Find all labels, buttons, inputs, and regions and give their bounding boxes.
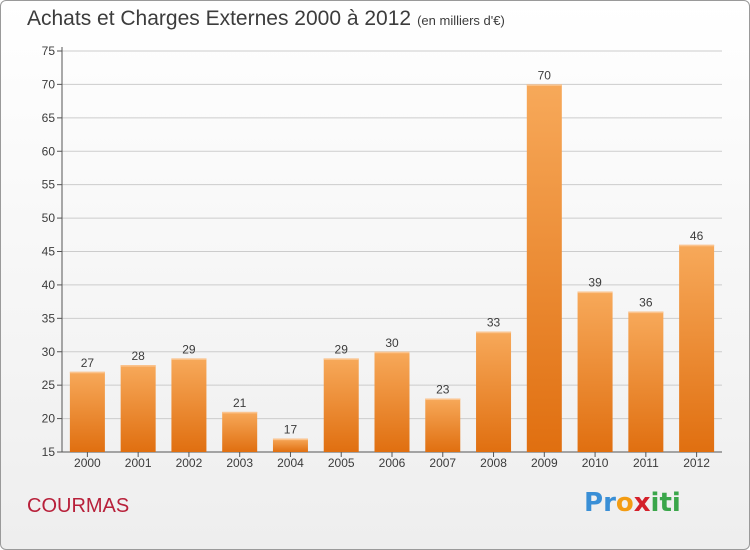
bar-highlight	[222, 411, 258, 414]
data-label: 30	[385, 336, 399, 350]
bars	[69, 84, 715, 453]
logo-letter: i	[671, 488, 681, 518]
data-label: 33	[487, 316, 501, 330]
commune-name: COURMAS	[27, 495, 130, 517]
data-label: 46	[690, 229, 704, 243]
x-tick-label: 2004	[277, 456, 304, 470]
bar-highlight	[476, 331, 512, 334]
logo-letter: i	[650, 488, 660, 518]
bar	[374, 351, 410, 452]
bar-highlight	[272, 438, 308, 441]
chart-unit-note: (en milliers d'€)	[417, 13, 505, 28]
y-tick-label: 40	[42, 278, 56, 292]
data-label: 29	[335, 342, 349, 356]
y-tick-label: 65	[42, 111, 56, 125]
bar	[628, 311, 664, 452]
x-tick-label: 2001	[125, 456, 152, 470]
bar-highlight	[526, 84, 562, 86]
bar-highlight	[425, 398, 461, 401]
data-label: 28	[131, 349, 145, 363]
data-label: 21	[233, 396, 247, 410]
logo-letter: P	[584, 488, 604, 518]
data-label: 23	[436, 383, 450, 397]
bar	[476, 331, 512, 452]
x-tick-label: 2002	[176, 456, 203, 470]
data-label: 70	[538, 68, 552, 82]
y-tick-label: 45	[42, 245, 56, 259]
bar-highlight	[323, 358, 359, 360]
y-tick-label: 60	[42, 144, 56, 158]
y-tick-label: 35	[42, 311, 56, 325]
bar	[272, 438, 308, 452]
bar-highlight	[679, 244, 715, 247]
logo-letter: o	[615, 488, 634, 518]
bar	[526, 84, 562, 453]
x-tick-label: 2012	[683, 456, 710, 470]
bar	[323, 358, 359, 452]
y-tick-label: 25	[42, 378, 56, 392]
x-tick-label: 2003	[226, 456, 253, 470]
labels: 15 20 25 30 35 40 45 50 55 60 65 70 75 27 2000 28 2001 29…	[42, 44, 711, 470]
x-tick-label: 2008	[480, 456, 507, 470]
bar-highlight	[120, 365, 156, 367]
bar	[69, 371, 105, 452]
y-tick-label: 50	[42, 211, 56, 225]
bar	[577, 291, 613, 452]
x-tick-label: 2011	[633, 456, 659, 470]
logo-letter: t	[659, 488, 672, 518]
chart-title-text: Achats et Charges Externes 2000 à 2012	[27, 7, 412, 30]
bar-highlight	[69, 371, 105, 374]
logo-letter: x	[633, 488, 651, 518]
y-tick-label: 75	[42, 44, 56, 58]
x-tick-label: 2010	[582, 456, 609, 470]
x-tick-label: 2007	[429, 456, 456, 470]
bar	[222, 411, 258, 452]
bar	[425, 398, 461, 452]
x-tick-label: 2005	[328, 456, 355, 470]
x-tick-label: 2006	[379, 456, 406, 470]
data-label: 29	[182, 342, 196, 356]
bar-highlight	[171, 358, 207, 360]
bar-highlight	[374, 351, 410, 354]
x-tick-label: 2009	[531, 456, 558, 470]
y-tick-label: 20	[42, 412, 56, 426]
y-tick-label: 15	[42, 445, 56, 459]
data-label: 39	[588, 276, 602, 290]
proxiti-logo: Proxiti	[584, 488, 681, 518]
y-tick-label: 70	[42, 77, 56, 91]
x-tick-label: 2000	[74, 456, 101, 470]
data-label: 36	[639, 296, 653, 310]
bar-highlight	[628, 311, 664, 314]
logo-letter: r	[603, 488, 616, 518]
bar	[120, 365, 156, 452]
bar	[679, 244, 715, 452]
bar-highlight	[577, 291, 613, 294]
y-tick-label: 55	[42, 178, 56, 192]
y-tick-label: 30	[42, 345, 56, 359]
data-label: 17	[284, 423, 298, 437]
bar	[171, 358, 207, 452]
chart-title: Achats et Charges Externes 2000 à 2012 (e…	[27, 7, 505, 31]
data-label: 27	[81, 356, 95, 370]
